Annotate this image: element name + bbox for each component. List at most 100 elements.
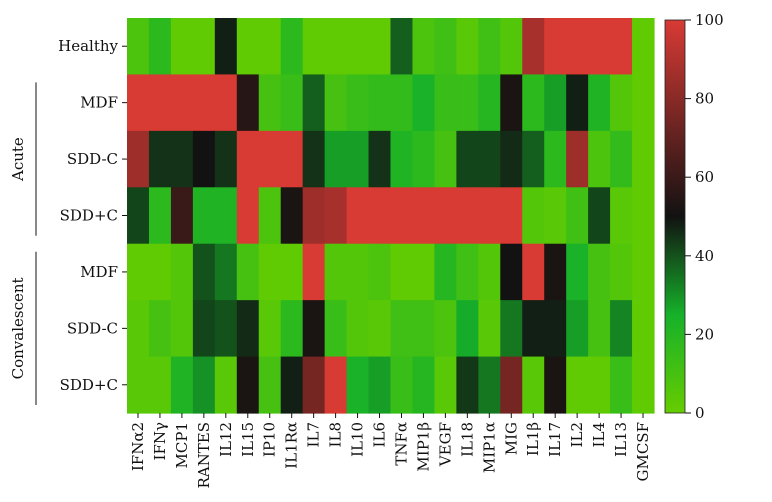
heatmap-cell — [434, 356, 457, 414]
heatmap-cell — [302, 18, 326, 76]
heatmap-cell — [588, 243, 611, 301]
heatmap-cell — [412, 243, 436, 301]
heatmap-cell — [544, 74, 567, 132]
heatmap-cell — [368, 187, 392, 245]
heatmap-cell — [148, 74, 172, 132]
heatmap-cell — [522, 243, 545, 301]
heatmap-cell — [500, 187, 523, 245]
heatmap-cell — [434, 74, 457, 132]
heatmap-cell — [324, 356, 348, 414]
heatmap-cell — [258, 18, 282, 76]
column-label: MCP1 — [173, 422, 191, 468]
column-label: IFNγ — [151, 422, 169, 460]
heatmap-cell — [368, 243, 392, 301]
column-label: IL12 — [217, 422, 235, 457]
heatmap-cell — [346, 187, 370, 245]
heatmap-cell — [346, 356, 370, 414]
column-label: IL4 — [590, 422, 608, 447]
heatmap-cell — [478, 243, 501, 301]
heatmap-cell — [127, 74, 150, 132]
row-labels: Healthy MDF SDD-C SDD+C MDF SDD-C SDD+C — [58, 37, 127, 394]
heatmap-cell — [324, 18, 348, 76]
heatmap-cell — [434, 18, 457, 76]
heatmap-cell — [566, 243, 589, 301]
heatmap-cell — [434, 187, 457, 245]
column-labels: IFNα2 IFNγ MCP1 RANTES IL12 IL15 IP10 IL1Rα IL7 I… — [129, 413, 652, 488]
heatmap-cell — [170, 187, 194, 245]
heatmap-cell — [192, 187, 216, 245]
heatmap-cell — [610, 130, 633, 188]
heatmap-cell — [192, 130, 216, 188]
heatmap-cell — [148, 300, 172, 358]
heatmap-cell — [412, 130, 436, 188]
heatmap-cell — [324, 187, 348, 245]
heatmap-cell — [478, 356, 501, 414]
heatmap-cell — [632, 74, 655, 132]
colorbar-frame — [664, 19, 686, 414]
heatmap-cell — [522, 300, 545, 358]
heatmap-cell — [412, 18, 436, 76]
heatmap-cell — [236, 18, 260, 76]
heatmap-cell — [478, 74, 501, 132]
heatmap-cell — [346, 18, 370, 76]
heatmap-cell — [390, 187, 414, 245]
column-label: IFNα2 — [129, 422, 147, 471]
column-label: IL8 — [327, 422, 345, 447]
heatmap-cell — [170, 243, 194, 301]
heatmap-cell — [214, 74, 238, 132]
heatmap-cell — [324, 243, 348, 301]
heatmap-cell — [412, 187, 436, 245]
heatmap-cell — [258, 356, 282, 414]
heatmap-cell — [610, 74, 633, 132]
heatmap-cell — [390, 130, 414, 188]
heatmap-cell — [478, 300, 501, 358]
column-label: IL6 — [371, 422, 389, 447]
heatmap-cell — [236, 187, 260, 245]
heatmap-cell — [302, 130, 326, 188]
heatmap-cell — [346, 300, 370, 358]
heatmap-cell — [610, 300, 633, 358]
heatmap-cell — [127, 187, 150, 245]
heatmap-cell — [280, 18, 304, 76]
column-label: IP10 — [261, 422, 279, 457]
heatmap-cell — [236, 243, 260, 301]
column-label: RANTES — [195, 422, 213, 488]
heatmap-cell — [170, 18, 194, 76]
column-label: IL7 — [305, 422, 323, 447]
heatmap-cell — [346, 130, 370, 188]
heatmap-cell — [610, 18, 633, 76]
heatmap-cell — [544, 356, 567, 414]
row-label: MDF — [80, 263, 118, 281]
heatmap-cell — [632, 243, 655, 301]
colorbar-tick-label: 100 — [695, 11, 724, 29]
heatmap-cell — [192, 18, 216, 76]
column-label: IL17 — [546, 422, 564, 457]
heatmap-cell — [522, 356, 545, 414]
column-label: IL10 — [349, 422, 367, 457]
column-label: IL13 — [612, 422, 630, 457]
column-label: MIP1α — [480, 422, 498, 473]
column-label: MIP1β — [414, 422, 432, 472]
heatmap-cell — [280, 356, 304, 414]
colorbar: 0 20 40 60 80 100 — [664, 11, 724, 422]
heatmap-cell — [500, 243, 523, 301]
column-label: IL1β — [524, 422, 542, 456]
heatmap-cell — [544, 130, 567, 188]
heatmap-cell — [566, 130, 589, 188]
row-label: MDF — [80, 94, 118, 112]
heatmap-cell — [566, 18, 589, 76]
heatmap-cell — [456, 300, 479, 358]
heatmap-cell — [170, 356, 194, 414]
heatmap-cell — [302, 300, 326, 358]
heatmap-cell — [148, 243, 172, 301]
heatmap-cell — [566, 356, 589, 414]
column-label: GMCSF — [634, 422, 652, 482]
heatmap-cell — [324, 130, 348, 188]
heatmap-cell — [456, 243, 479, 301]
heatmap-cell — [632, 356, 655, 414]
colorbar-tick-label: 20 — [695, 325, 714, 343]
column-label: MIG — [502, 422, 520, 455]
heatmap-cell — [456, 74, 479, 132]
heatmap-cell — [214, 130, 238, 188]
